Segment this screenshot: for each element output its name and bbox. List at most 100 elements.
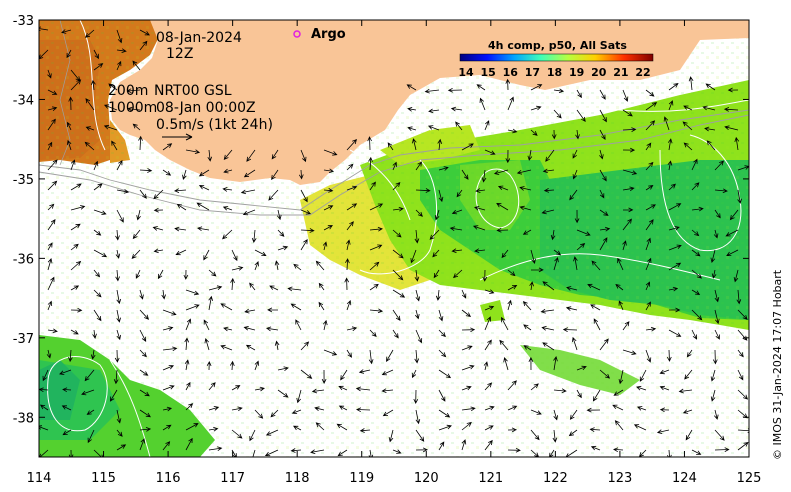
current-arrow	[222, 206, 233, 211]
model-time-label: 08-Jan 00:00Z	[156, 100, 256, 116]
current-arrow	[208, 269, 217, 277]
current-arrow	[496, 227, 509, 233]
current-arrow	[712, 349, 718, 365]
current-arrow	[386, 349, 394, 362]
current-arrow	[157, 269, 164, 280]
current-arrow	[204, 338, 210, 351]
current-arrow	[392, 161, 397, 171]
current-arrow	[47, 159, 58, 171]
current-arrow	[622, 147, 636, 153]
current-arrow	[47, 242, 53, 251]
current-arrow	[691, 158, 698, 171]
current-arrow	[453, 269, 463, 279]
current-arrow	[47, 203, 55, 211]
current-arrow	[245, 344, 256, 351]
colorbar: 4h comp, p50, All Sats 14 15 16 17 18 19 20 21 2…	[458, 39, 654, 79]
current-arrow	[724, 125, 739, 131]
current-arrow	[702, 105, 716, 111]
current-arrow	[136, 209, 141, 221]
current-arrow	[220, 344, 233, 351]
current-arrow	[336, 423, 348, 431]
current-arrow	[618, 300, 624, 311]
current-arrow	[346, 139, 357, 151]
current-arrow	[461, 385, 472, 391]
current-arrow	[162, 169, 172, 176]
current-arrow	[435, 289, 441, 301]
current-arrow	[705, 83, 716, 91]
current-arrow	[645, 89, 655, 97]
current-arrow	[249, 282, 256, 291]
current-arrow	[438, 166, 449, 171]
current-arrow	[576, 389, 582, 399]
current-arrow	[311, 388, 325, 394]
lon-tick-label: 123	[607, 471, 632, 486]
current-arrow	[162, 441, 171, 451]
current-arrow	[678, 388, 693, 394]
current-arrow	[242, 209, 256, 216]
current-arrow	[318, 301, 325, 311]
isobath-200-label: 200m	[108, 83, 148, 99]
current-arrow	[277, 366, 289, 372]
current-arrow	[645, 257, 652, 271]
isobath-1000-label: 1000m	[108, 100, 157, 116]
current-arrow	[461, 421, 472, 431]
current-arrow	[723, 107, 739, 112]
current-arrow	[185, 149, 201, 154]
current-arrow	[276, 209, 282, 221]
current-arrow	[522, 229, 532, 235]
current-arrow	[47, 276, 55, 291]
date-label: 08-Jan-2024	[156, 30, 242, 46]
current-arrow	[523, 324, 532, 331]
current-arrow	[622, 321, 630, 331]
current-arrow	[493, 169, 509, 175]
current-arrow	[586, 407, 601, 413]
current-arrow	[139, 427, 152, 432]
current-arrow	[530, 383, 539, 391]
current-arrow	[231, 406, 243, 412]
current-arrow	[414, 229, 420, 244]
isobaths	[39, 20, 749, 216]
current-arrow	[85, 126, 95, 131]
current-arrow	[115, 229, 120, 241]
current-arrow	[599, 209, 609, 216]
current-arrow	[713, 409, 719, 420]
current-arrow	[415, 409, 421, 425]
current-arrow	[541, 325, 555, 331]
current-arrow	[569, 409, 578, 420]
current-arrow	[413, 389, 419, 404]
current-arrow	[254, 360, 260, 371]
current-arrow	[315, 422, 325, 431]
current-arrow	[310, 449, 325, 455]
current-arrow	[323, 149, 338, 156]
current-arrow	[231, 429, 243, 439]
current-arrow	[618, 369, 624, 385]
current-arrow	[47, 118, 56, 131]
current-arrow	[197, 226, 210, 232]
current-arrow	[668, 100, 674, 111]
current-arrow	[497, 185, 509, 191]
current-arrow	[714, 329, 720, 340]
current-arrow	[407, 126, 417, 131]
current-arrow	[70, 79, 82, 91]
colorbar-tick-label: 22	[635, 66, 650, 79]
current-arrow	[599, 369, 611, 379]
current-arrow	[337, 449, 348, 457]
current-arrow	[70, 285, 80, 291]
current-arrow	[568, 429, 578, 437]
current-arrow	[714, 429, 725, 441]
current-arrow	[139, 29, 150, 36]
current-arrow	[249, 429, 256, 442]
current-arrow	[162, 309, 177, 316]
current-arrow	[668, 183, 676, 191]
current-arrow	[84, 369, 95, 382]
current-arrow	[174, 226, 187, 232]
current-arrow	[729, 209, 739, 221]
current-arrow	[562, 327, 578, 332]
current-arrow	[682, 121, 693, 131]
current-arrow	[271, 169, 279, 181]
current-arrow	[725, 229, 739, 237]
current-arrow	[93, 160, 99, 171]
current-arrow	[576, 89, 582, 99]
current-arrow	[589, 427, 601, 432]
current-arrow	[666, 349, 672, 362]
